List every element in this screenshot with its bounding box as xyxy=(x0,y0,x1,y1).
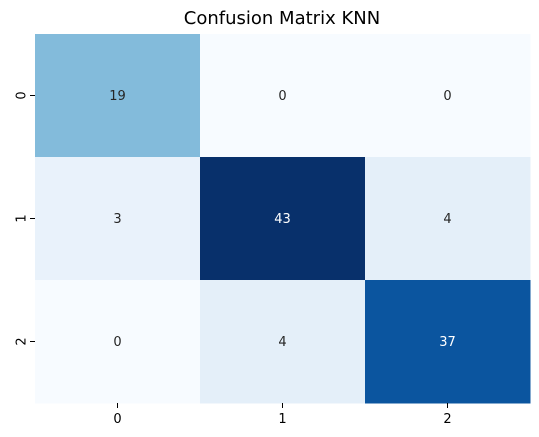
cell-value-label-2-0: 0 xyxy=(113,335,121,350)
y-tick-label-0: 0 xyxy=(15,91,30,99)
cell-value-labels: 19 0 0 3 43 4 0 4 37 xyxy=(109,89,456,350)
heatmap-cell-2-0 xyxy=(35,280,201,404)
y-tick-label-2: 2 xyxy=(15,337,30,345)
heatmap-cell-0-0 xyxy=(35,34,201,158)
heatmap-cell-1-2 xyxy=(365,157,531,281)
x-axis: 0 1 2 xyxy=(113,403,452,427)
cell-value-label-1-2: 4 xyxy=(443,212,451,227)
heatmap-cells xyxy=(35,34,531,404)
cell-value-label-1-0: 3 xyxy=(113,212,121,227)
y-axis: 0 1 2 xyxy=(15,91,35,346)
chart-title: Confusion Matrix KNN xyxy=(184,8,380,29)
x-tick-label-2: 2 xyxy=(443,412,451,427)
x-tick-label-0: 0 xyxy=(113,412,121,427)
cell-value-label-0-1: 0 xyxy=(278,89,286,104)
heatmap-cell-1-1 xyxy=(200,157,366,281)
cell-value-label-0-2: 0 xyxy=(443,89,451,104)
cell-value-label-2-1: 4 xyxy=(278,335,286,350)
heatmap-cell-1-0 xyxy=(35,157,201,281)
x-tick-label-1: 1 xyxy=(278,412,286,427)
cell-value-label-0-0: 19 xyxy=(109,89,126,104)
heatmap-cell-2-1 xyxy=(200,280,366,404)
heatmap-cell-2-2 xyxy=(365,280,531,404)
heatmap-cell-0-1 xyxy=(200,34,366,158)
cell-value-label-1-1: 43 xyxy=(274,212,291,227)
cell-value-label-2-2: 37 xyxy=(439,335,456,350)
y-tick-label-1: 1 xyxy=(15,214,30,222)
heatmap-cell-0-2 xyxy=(365,34,531,158)
